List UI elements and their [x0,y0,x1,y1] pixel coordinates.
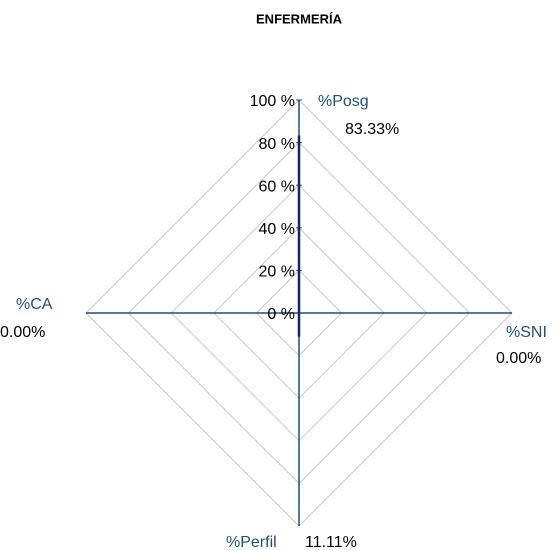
value-label: 11.11% [305,534,357,550]
category-label: %Perfil [226,534,277,550]
r-tick-label: 40 % [259,221,295,238]
value-label: 83.33% [345,121,399,138]
value-label: 0.00% [0,324,45,341]
r-tick-label: 100 % [250,93,295,110]
r-tick-label: 0 % [267,306,295,323]
r-tick-label: 80 % [259,136,295,153]
category-label: %Posg [318,93,369,110]
r-tick-label: 60 % [259,178,295,195]
category-label: %SNI [506,324,547,341]
chart-title: ENFERMERÍA [256,11,343,26]
value-label: 0.00% [496,350,541,367]
r-tick-label: 20 % [259,264,295,281]
category-label: %CA [16,296,53,313]
